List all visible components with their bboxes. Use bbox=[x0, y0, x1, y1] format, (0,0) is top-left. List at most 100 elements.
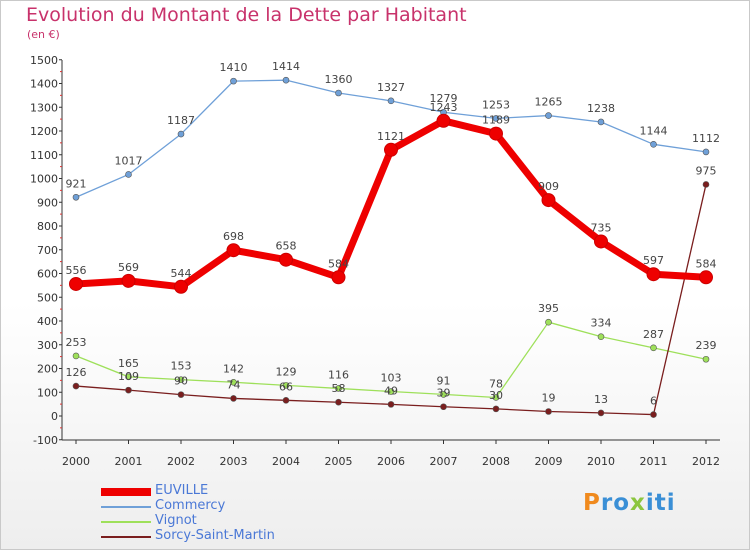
series-points bbox=[69, 76, 713, 418]
x-tick-label: 2005 bbox=[325, 455, 353, 468]
legend-swatch-vignot bbox=[101, 521, 151, 523]
x-tick-label: 2012 bbox=[692, 455, 720, 468]
data-point-commercy bbox=[650, 141, 657, 148]
data-point-vignot bbox=[650, 344, 657, 352]
x-tick-label: 2006 bbox=[377, 455, 405, 468]
data-label-vignot: 153 bbox=[171, 360, 192, 373]
data-label-sorcy-saint-martin: 74 bbox=[227, 378, 241, 391]
x-tick-label: 2003 bbox=[220, 455, 248, 468]
data-point-euville bbox=[594, 234, 608, 249]
logo-letter: P bbox=[583, 490, 601, 516]
data-label-commercy: 1414 bbox=[272, 60, 300, 73]
data-label-vignot: 165 bbox=[118, 357, 139, 370]
data-label-euville: 597 bbox=[643, 254, 664, 267]
data-label-euville: 544 bbox=[171, 267, 192, 280]
x-tick-label: 2008 bbox=[482, 455, 510, 468]
data-label-commercy: 1112 bbox=[692, 132, 720, 145]
data-label-vignot: 253 bbox=[66, 336, 87, 349]
data-label-euville: 1189 bbox=[482, 114, 510, 127]
data-label-vignot: 395 bbox=[538, 302, 559, 315]
data-label-commercy: 1144 bbox=[640, 124, 668, 137]
y-tick-label: 500 bbox=[37, 291, 58, 304]
logo-letter: t bbox=[654, 490, 667, 516]
data-label-sorcy-saint-martin: 19 bbox=[542, 391, 556, 404]
data-point-commercy bbox=[702, 148, 710, 156]
chart-title: Evolution du Montant de la Dette par Hab… bbox=[26, 4, 467, 26]
x-tick-label: 2001 bbox=[115, 455, 143, 468]
logo-letter: i bbox=[666, 490, 676, 516]
data-label-sorcy-saint-martin: 49 bbox=[384, 384, 398, 397]
data-point-vignot bbox=[72, 352, 80, 360]
data-label-commercy: 1360 bbox=[325, 73, 353, 86]
data-point-commercy bbox=[597, 118, 605, 126]
data-label-sorcy-saint-martin: 975 bbox=[696, 164, 717, 177]
legend-label-commercy: Commercy bbox=[155, 498, 226, 513]
data-label-commercy: 1238 bbox=[587, 102, 615, 115]
y-tick-label: 900 bbox=[37, 196, 58, 209]
data-label-vignot: 334 bbox=[591, 317, 612, 330]
data-point-vignot bbox=[282, 382, 290, 389]
data-label-commercy: 1253 bbox=[482, 98, 510, 111]
data-point-euville bbox=[121, 273, 136, 288]
data-label-vignot: 142 bbox=[223, 362, 244, 375]
logo-letter: o bbox=[613, 490, 631, 516]
x-tick-label: 2011 bbox=[640, 455, 668, 468]
data-point-sorcy-saint-martin bbox=[545, 408, 552, 415]
data-label-sorcy-saint-martin: 13 bbox=[594, 393, 608, 406]
y-tick-label: 1000 bbox=[30, 173, 58, 186]
data-label-vignot: 287 bbox=[643, 328, 664, 341]
data-point-sorcy-saint-martin bbox=[387, 401, 395, 408]
data-point-vignot bbox=[335, 385, 342, 392]
data-label-euville: 569 bbox=[118, 261, 139, 274]
y-tick-label: 1100 bbox=[30, 149, 58, 162]
x-tick-label: 2007 bbox=[430, 455, 458, 468]
data-point-sorcy-saint-martin bbox=[282, 397, 290, 404]
data-label-commercy: 921 bbox=[66, 177, 87, 190]
data-point-euville bbox=[226, 243, 241, 258]
data-label-sorcy-saint-martin: 39 bbox=[437, 387, 451, 400]
data-label-euville: 658 bbox=[276, 240, 297, 253]
data-label-euville: 556 bbox=[66, 264, 87, 277]
data-point-vignot bbox=[597, 333, 605, 340]
data-label-sorcy-saint-martin: 58 bbox=[332, 382, 346, 395]
proxiti-logo: Proxiti bbox=[583, 490, 676, 516]
data-point-sorcy-saint-martin bbox=[492, 405, 500, 413]
y-tick-label: 1500 bbox=[30, 54, 58, 67]
y-tick-label: 1300 bbox=[30, 101, 58, 114]
data-point-vignot bbox=[440, 391, 447, 398]
data-label-vignot: 91 bbox=[437, 374, 451, 387]
chart-axes: -100 0 100 200 300 400 500 600 700 800 900 1000 1100… bbox=[30, 54, 720, 468]
data-label-commercy: 1279 bbox=[430, 92, 458, 105]
legend-label-sorcy-saint-martin: Sorcy-Saint-Martin bbox=[155, 528, 275, 543]
data-label-euville: 584 bbox=[696, 257, 717, 270]
y-tick-label: 300 bbox=[37, 339, 58, 352]
y-tick-label: 0 bbox=[51, 410, 58, 423]
data-point-vignot bbox=[702, 355, 710, 363]
data-label-commercy: 1017 bbox=[115, 154, 143, 167]
data-label-sorcy-saint-martin: 30 bbox=[489, 389, 503, 402]
data-point-commercy bbox=[125, 171, 132, 178]
legend-swatch-commercy bbox=[101, 506, 151, 508]
data-label-vignot: 103 bbox=[381, 372, 402, 385]
data-point-commercy bbox=[545, 112, 552, 119]
x-tick-label: 2004 bbox=[272, 455, 300, 468]
data-point-sorcy-saint-martin bbox=[702, 181, 710, 188]
data-point-euville bbox=[646, 267, 661, 282]
data-point-sorcy-saint-martin bbox=[650, 411, 657, 418]
data-label-sorcy-saint-martin: 126 bbox=[66, 366, 87, 379]
data-label-vignot: 129 bbox=[276, 365, 297, 378]
data-point-commercy bbox=[492, 115, 500, 122]
x-tick-label: 2010 bbox=[587, 455, 615, 468]
data-label-euville: 735 bbox=[591, 221, 612, 234]
data-point-commercy bbox=[282, 76, 290, 84]
legend-label-vignot: Vignot bbox=[155, 513, 197, 528]
data-point-euville bbox=[279, 252, 293, 267]
data-label-euville: 1243 bbox=[430, 101, 458, 114]
data-point-euville bbox=[331, 270, 346, 285]
y-tick-label: 100 bbox=[37, 386, 58, 399]
data-label-euville: 698 bbox=[223, 230, 244, 243]
data-point-euville bbox=[436, 113, 451, 128]
data-point-sorcy-saint-martin bbox=[440, 403, 447, 411]
data-point-sorcy-saint-martin bbox=[597, 409, 605, 417]
